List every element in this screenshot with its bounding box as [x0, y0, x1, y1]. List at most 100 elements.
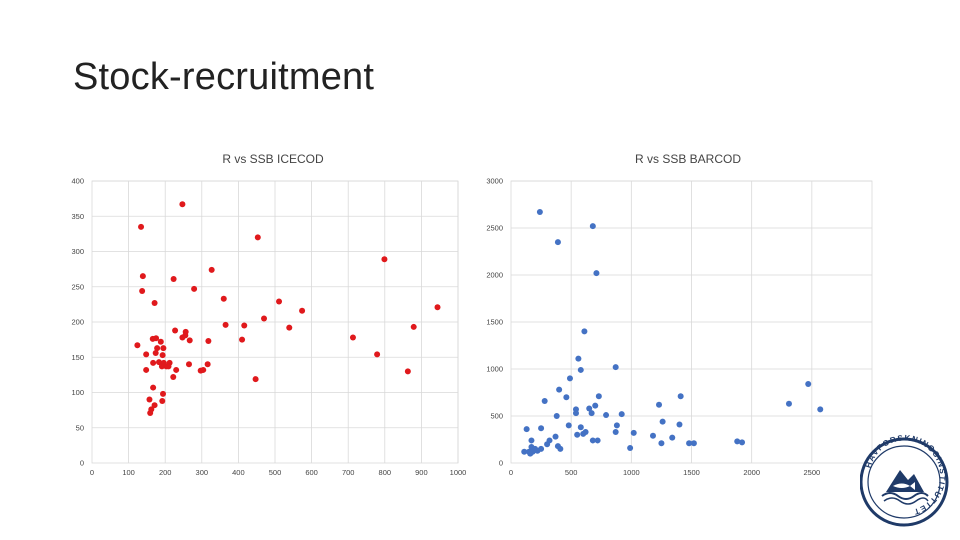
icecod-data-point — [172, 327, 179, 334]
icecod-data-point — [252, 376, 259, 383]
barcod-data-point — [575, 355, 582, 362]
icecod-data-point — [151, 402, 158, 409]
barcod-data-point — [649, 432, 656, 439]
barcod-data-point — [659, 418, 666, 425]
icecod-xtick-label: 900 — [415, 468, 428, 477]
barcod-data-point — [523, 426, 530, 433]
icecod-data-point — [286, 324, 293, 331]
barcod-data-point — [586, 405, 593, 412]
barcod-data-point — [565, 422, 572, 429]
icecod-data-point — [434, 304, 441, 311]
barcod-ytick-label: 1500 — [486, 318, 503, 327]
icecod-data-point — [205, 338, 212, 345]
barcod-data-point — [612, 364, 619, 371]
slide-title: Stock-recruitment — [73, 56, 375, 98]
icecod-data-point — [150, 359, 157, 366]
barcod-data-point — [785, 400, 792, 407]
barcod-data-point — [618, 411, 625, 418]
icecod-data-point — [170, 275, 177, 282]
icecod-data-point — [170, 373, 177, 380]
barcod-data-point — [544, 441, 551, 448]
icecod-data-point — [186, 337, 193, 344]
barcod-data-point — [588, 410, 595, 417]
icecod-ytick-label: 350 — [71, 212, 84, 221]
icecod-data-point — [160, 390, 167, 397]
icecod-plot-area — [91, 180, 459, 464]
barcod-xtick-label: 2000 — [743, 468, 760, 477]
icecod-ytick-label: 300 — [71, 247, 84, 256]
icecod-data-point — [179, 334, 186, 341]
icecod-data-point — [139, 273, 146, 280]
icecod-data-point — [191, 285, 198, 292]
barcod-data-point — [686, 440, 693, 447]
icecod-data-point — [158, 363, 165, 370]
icecod-data-point — [173, 366, 180, 373]
barcod-xtick-label: 0 — [509, 468, 513, 477]
icecod-data-point — [146, 396, 153, 403]
icecod-xtick-label: 0 — [90, 468, 94, 477]
havforskningsinstituttet-logo: HAVFORSKNINGSINSTITUTTET — [860, 433, 949, 527]
barcod-data-point — [805, 381, 812, 388]
icecod-data-point — [241, 322, 248, 329]
barcod-data-point — [556, 386, 563, 393]
barcod-xtick-label: 1500 — [683, 468, 700, 477]
icecod-data-point — [151, 299, 158, 306]
icecod-data-point — [276, 298, 283, 305]
icecod-data-point — [147, 409, 154, 416]
logo-wave-icon — [881, 492, 929, 500]
barcod-data-point — [595, 393, 602, 400]
icecod-data-point — [410, 323, 417, 330]
icecod-data-point — [254, 234, 261, 241]
barcod-data-point — [566, 375, 573, 382]
barcod-data-point — [630, 429, 637, 436]
barcod-xtick-label: 2500 — [803, 468, 820, 477]
barcod-xtick-label: 500 — [565, 468, 578, 477]
barcod-data-point — [521, 448, 528, 455]
icecod-data-point — [261, 315, 268, 322]
icecod-data-point — [374, 351, 381, 358]
chart-icecod-title: R vs SSB ICECOD — [222, 152, 324, 166]
barcod-data-point — [552, 433, 559, 440]
barcod-data-point — [739, 439, 746, 446]
barcod-data-point — [577, 366, 584, 373]
barcod-data-point — [613, 422, 620, 429]
icecod-xtick-label: 200 — [159, 468, 172, 477]
barcod-data-point — [594, 437, 601, 444]
barcod-data-point — [589, 437, 596, 444]
barcod-data-point — [554, 239, 561, 246]
barcod-data-point — [534, 447, 541, 454]
icecod-data-point — [204, 361, 211, 368]
barcod-data-point — [541, 397, 548, 404]
barcod-data-point — [592, 402, 599, 409]
barcod-data-point — [553, 413, 560, 419]
barcod-data-point — [734, 438, 741, 445]
barcod-data-point — [557, 445, 564, 452]
barcod-data-point — [577, 424, 584, 431]
icecod-data-point — [208, 266, 215, 273]
icecod-xtick-label: 1000 — [450, 468, 467, 477]
barcod-ytick-label: 2000 — [486, 271, 503, 280]
barcod-xtick-label: 1000 — [623, 468, 640, 477]
icecod-data-point — [239, 336, 246, 343]
barcod-data-point — [563, 394, 570, 401]
barcod-data-point — [527, 450, 534, 457]
icecod-ytick-label: 100 — [71, 388, 84, 397]
icecod-ytick-label: 400 — [71, 177, 84, 186]
barcod-plot-area — [510, 180, 873, 464]
icecod-ytick-label: 50 — [76, 423, 84, 432]
icecod-data-point — [154, 345, 161, 352]
logo-fish-icon — [893, 482, 915, 490]
icecod-data-point — [134, 342, 141, 349]
icecod-data-point — [404, 368, 411, 375]
barcod-data-point — [669, 434, 676, 441]
icecod-data-point — [299, 307, 306, 314]
icecod-data-point — [143, 366, 150, 373]
icecod-ytick-label: 200 — [71, 318, 84, 327]
barcod-ytick-label: 0 — [499, 459, 503, 468]
barcod-data-point — [677, 393, 684, 400]
barcod-data-point — [676, 421, 683, 428]
icecod-data-point — [349, 334, 356, 341]
barcod-data-point — [593, 270, 600, 277]
icecod-data-point — [155, 359, 162, 366]
